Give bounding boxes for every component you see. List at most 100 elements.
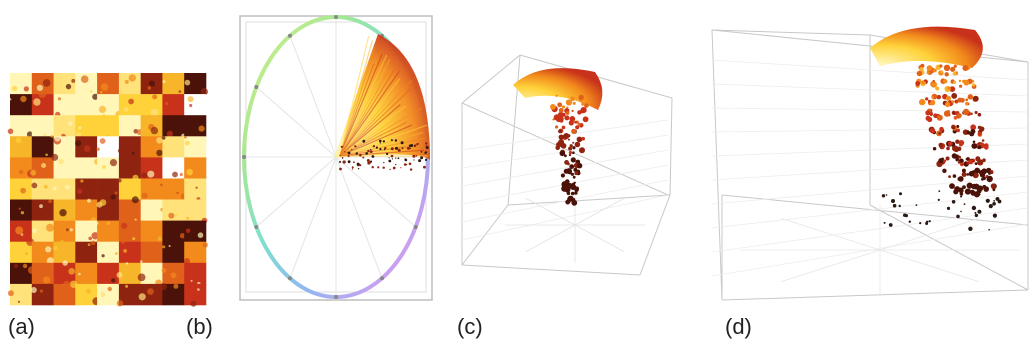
cloud-d-point bbox=[915, 81, 921, 86]
fan-speck bbox=[357, 168, 360, 170]
mosaic-texture bbox=[20, 95, 27, 103]
fan-streak bbox=[339, 113, 403, 157]
mosaic-texture bbox=[106, 221, 111, 225]
cloud-d-point bbox=[951, 153, 958, 159]
mosaic-texture bbox=[140, 260, 143, 263]
mosaic-texture bbox=[170, 272, 177, 279]
mosaic-texture bbox=[84, 269, 88, 273]
mosaic-texture bbox=[162, 80, 166, 84]
cloud-d-point bbox=[958, 187, 964, 194]
mosaic-texture bbox=[125, 284, 129, 288]
cloud-d-point bbox=[965, 101, 969, 106]
mosaic-texture bbox=[131, 196, 139, 204]
mosaic-texture bbox=[178, 90, 182, 93]
mosaic-tile bbox=[75, 157, 98, 179]
box-c-floor-spoke bbox=[574, 224, 625, 253]
mosaic-texture bbox=[20, 187, 26, 194]
cloud-c-point bbox=[572, 151, 575, 154]
mosaic-texture bbox=[39, 289, 44, 293]
mosaic-texture bbox=[69, 228, 73, 232]
cloud-d-point bbox=[926, 65, 933, 71]
cloud-d-speck bbox=[963, 203, 966, 206]
mosaic-tile bbox=[75, 73, 98, 95]
cloud-d-point bbox=[960, 162, 964, 167]
fan-streak bbox=[339, 124, 413, 157]
mosaic-tile bbox=[118, 199, 141, 221]
fan-speck bbox=[347, 151, 351, 155]
cloud-c-point bbox=[576, 163, 583, 169]
cloud-c-point bbox=[569, 164, 575, 170]
mosaic-texture bbox=[32, 228, 38, 234]
cloud-d-point bbox=[984, 143, 989, 148]
mosaic-texture bbox=[100, 91, 103, 94]
cloud-d-point bbox=[939, 64, 943, 68]
mosaic-texture bbox=[165, 102, 168, 105]
mosaic-texture bbox=[197, 232, 204, 238]
fan-speck bbox=[409, 168, 413, 171]
mosaic-texture bbox=[46, 223, 54, 232]
mosaic-texture bbox=[65, 184, 70, 190]
cloud-d-point bbox=[952, 72, 957, 76]
mosaic-texture bbox=[125, 262, 129, 265]
cloud-d-point bbox=[976, 185, 981, 191]
cloud-c-point bbox=[573, 167, 578, 172]
cloud-d-speck bbox=[899, 192, 902, 196]
cloud-d-point bbox=[966, 190, 970, 194]
mosaic-texture bbox=[43, 276, 51, 284]
cloud-d-point bbox=[990, 183, 996, 189]
fan-streak bbox=[339, 40, 373, 157]
cloud-d-speck bbox=[971, 205, 977, 211]
cloud-d-point bbox=[974, 173, 979, 178]
wheel-spoke bbox=[255, 86, 337, 158]
panel-label-c: (c) bbox=[457, 314, 483, 339]
fan-streak bbox=[339, 46, 376, 157]
mosaic-tile bbox=[97, 283, 120, 306]
mosaic-texture bbox=[99, 138, 106, 144]
fan-speck bbox=[371, 155, 375, 158]
box-d-edge bbox=[711, 29, 871, 36]
mosaic-tile bbox=[118, 157, 141, 179]
mosaic-texture bbox=[45, 153, 48, 157]
mosaic-tile bbox=[97, 178, 120, 200]
cloud-d-point bbox=[970, 124, 977, 131]
cloud-d-speck bbox=[968, 226, 973, 231]
ring-tick bbox=[334, 15, 338, 19]
cloud-d-point bbox=[925, 97, 929, 101]
mosaic-tile bbox=[162, 283, 185, 306]
mosaic-texture bbox=[200, 88, 208, 96]
cloud-d-point bbox=[958, 155, 961, 159]
mosaic-texture bbox=[134, 218, 137, 221]
fan-speck bbox=[408, 162, 412, 166]
mosaic-texture bbox=[78, 272, 81, 276]
cloud-d-point bbox=[954, 99, 958, 103]
cloud-c-points bbox=[513, 68, 603, 206]
fan-speck bbox=[400, 141, 404, 145]
mosaic-texture bbox=[156, 149, 163, 157]
cloud-c-point bbox=[555, 125, 559, 129]
cloud-c-point bbox=[579, 109, 584, 114]
fan-streak bbox=[339, 69, 390, 157]
mosaic-texture bbox=[102, 165, 106, 169]
mosaic-tile bbox=[75, 199, 98, 221]
cloud-c-point bbox=[571, 109, 574, 113]
cloud-c-point bbox=[567, 134, 571, 138]
cloud-d-point bbox=[981, 168, 988, 175]
mosaic-texture bbox=[166, 130, 173, 137]
cloud-c-point bbox=[564, 154, 567, 158]
cloud-d-point bbox=[939, 126, 944, 132]
fan-streak bbox=[339, 137, 426, 157]
fan-speck bbox=[391, 158, 393, 160]
mosaic-tile bbox=[75, 241, 98, 264]
cloud-c-point bbox=[558, 134, 564, 140]
mosaic-texture bbox=[71, 78, 76, 83]
cloud-d-point bbox=[972, 95, 979, 102]
mosaic-texture bbox=[179, 233, 186, 239]
mosaic-texture bbox=[132, 151, 135, 155]
fan-speck bbox=[359, 153, 362, 157]
cloud-d-point bbox=[929, 128, 936, 134]
cloud-d-point bbox=[925, 115, 931, 121]
mosaic-texture bbox=[52, 186, 57, 191]
cloud-d-point bbox=[992, 188, 996, 192]
fan-speck bbox=[375, 146, 378, 149]
mosaic-tile bbox=[31, 136, 54, 158]
